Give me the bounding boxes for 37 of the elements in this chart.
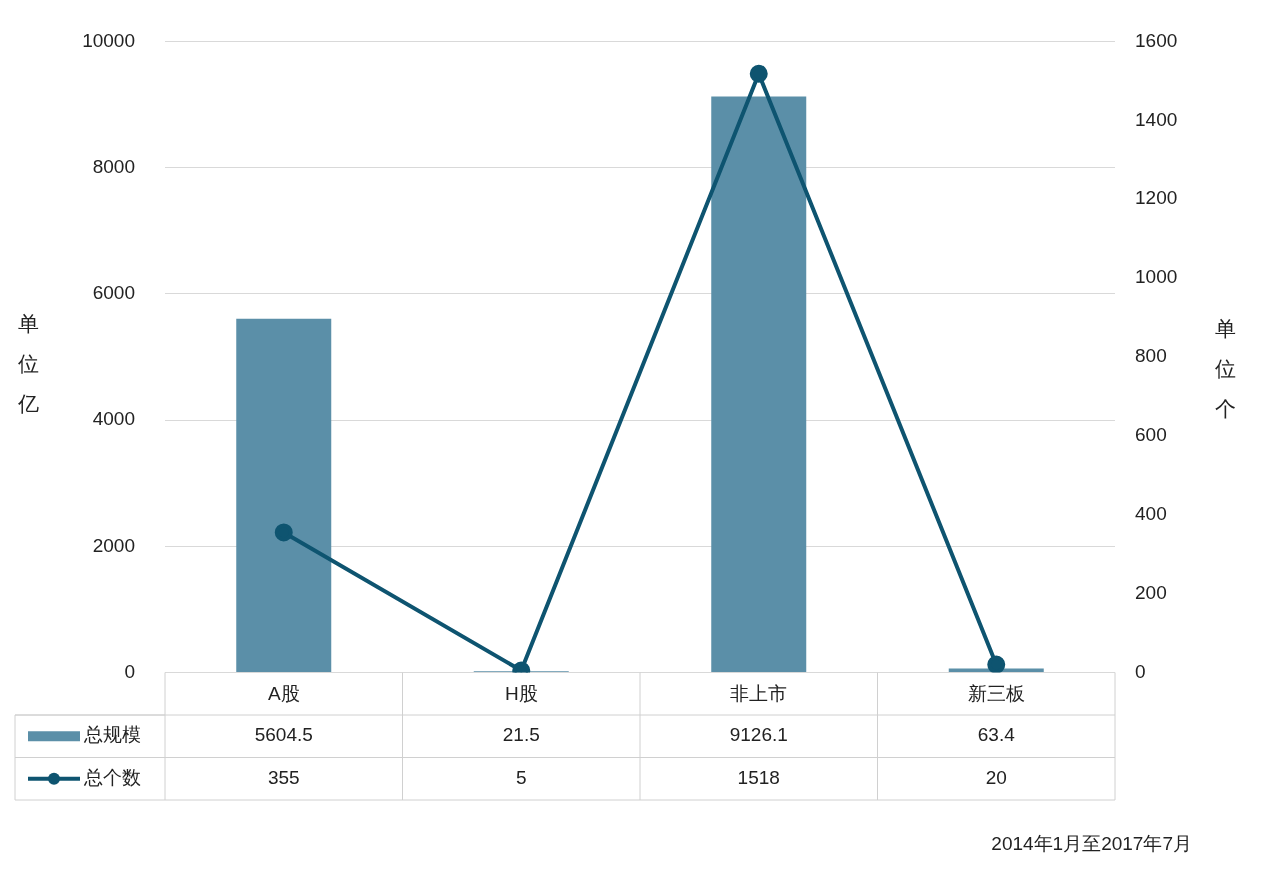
data-label: 5604.5 xyxy=(254,724,313,746)
y2-axis-title: 单位个 xyxy=(1214,316,1236,420)
y2-tick-label: 1600 xyxy=(1135,29,1178,51)
y2-tick-label: 1000 xyxy=(1135,266,1178,288)
y2-tick-label: 0 xyxy=(1135,660,1146,682)
y2-tick-label: 1200 xyxy=(1135,187,1178,209)
bar xyxy=(236,318,332,672)
x-tick-label: 新三板 xyxy=(967,683,1025,705)
y-axis-title: 单位亿 xyxy=(16,311,39,415)
data-label: 63.4 xyxy=(977,724,1016,746)
point xyxy=(274,523,293,542)
point xyxy=(987,655,1006,673)
x-tick-label: H股 xyxy=(504,683,538,705)
text: 2014年1月至2017年7月 xyxy=(991,833,1192,855)
data-label: 1518 xyxy=(737,766,780,788)
y-tick-label: 6000 xyxy=(92,282,135,304)
y2-tick-label: 800 xyxy=(1135,345,1167,367)
legend-label: 总规模 xyxy=(83,724,141,746)
x-tick-label: 非上市 xyxy=(730,683,788,705)
y2-tick-label: 200 xyxy=(1135,581,1167,603)
y2-tick-label: 1400 xyxy=(1135,108,1178,130)
data-label: 5 xyxy=(515,766,527,788)
y-tick-label: 4000 xyxy=(92,408,135,430)
y2-tick-label: 400 xyxy=(1135,502,1167,524)
y-tick-label: 10000 xyxy=(82,29,135,51)
data-label: 355 xyxy=(267,766,300,788)
point xyxy=(749,64,768,83)
bar xyxy=(711,96,807,672)
x-tick-label: A股 xyxy=(267,683,300,705)
y2-tick-label: 600 xyxy=(1135,424,1167,446)
data-label: 20 xyxy=(985,766,1007,788)
y-tick-label: 0 xyxy=(124,660,135,682)
data-label: 21.5 xyxy=(502,724,540,746)
legend-label: 总个数 xyxy=(83,766,141,788)
y-tick-label: 8000 xyxy=(92,155,135,177)
y-tick-label: 2000 xyxy=(92,534,135,556)
data-label: 9126.1 xyxy=(729,724,788,746)
